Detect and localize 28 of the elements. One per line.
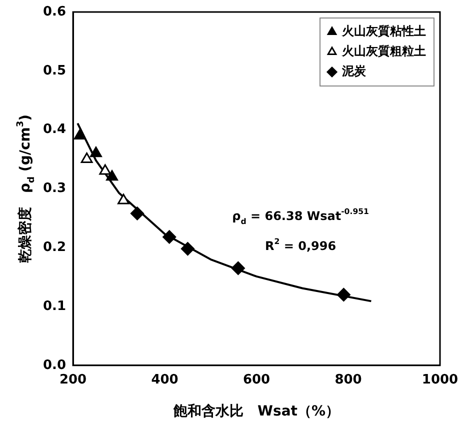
- point: [336, 288, 350, 302]
- x-tick-label: 1000: [422, 372, 458, 388]
- point: [162, 230, 176, 244]
- y-tick-label: 0.0: [43, 358, 66, 373]
- point: [106, 170, 118, 181]
- y-tick-label: 0.5: [43, 63, 66, 78]
- x-tick-label: 800: [334, 372, 362, 388]
- y-tick-label: 0.6: [43, 4, 66, 20]
- point: [74, 128, 86, 140]
- y-tick-label: 0.3: [43, 181, 66, 196]
- y-tick-label: 0.4: [43, 122, 66, 138]
- y-axis-title: 乾燥密度 ρd (g/cm3): [16, 114, 37, 263]
- point: [99, 164, 112, 175]
- y-tick-label: 0.1: [43, 298, 66, 314]
- x-tick-label: 600: [242, 372, 270, 388]
- y-tick-label: 0.2: [43, 240, 66, 255]
- legend-label: 火山灰質粗粒土: [341, 44, 426, 58]
- point: [180, 242, 194, 256]
- legend-label: 泥炭: [341, 64, 367, 78]
- x-axis-title: 飽和含水比 Wsat（%）: [172, 404, 340, 420]
- point: [130, 206, 144, 220]
- legend-label: 火山灰質粘性土: [341, 24, 426, 38]
- point: [231, 261, 245, 275]
- point: [118, 194, 130, 204]
- point: [90, 146, 102, 158]
- point: [80, 152, 93, 163]
- x-tick-label: 400: [151, 372, 178, 388]
- x-tick-label: 200: [59, 372, 87, 388]
